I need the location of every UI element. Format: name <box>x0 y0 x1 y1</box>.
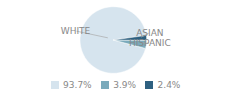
html-text:2.4%: 2.4% <box>157 80 181 90</box>
html-text:3.9%: 3.9% <box>113 80 136 90</box>
svg-text:WHITE: WHITE <box>61 26 91 36</box>
svg-text:ASIAN: ASIAN <box>136 28 163 38</box>
html-text:93.7%: 93.7% <box>63 80 92 90</box>
svg-text:HISPANIC: HISPANIC <box>129 38 171 48</box>
